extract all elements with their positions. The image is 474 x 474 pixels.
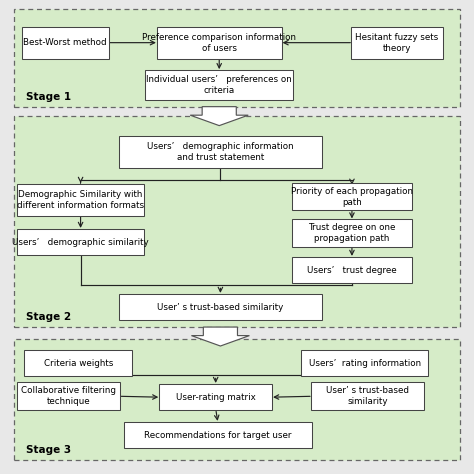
FancyBboxPatch shape <box>157 27 282 59</box>
Text: Individual users’   preferences on
criteria: Individual users’ preferences on criteri… <box>146 75 292 95</box>
FancyBboxPatch shape <box>145 70 293 100</box>
Text: Stage 2: Stage 2 <box>26 312 71 322</box>
FancyBboxPatch shape <box>124 422 312 448</box>
FancyBboxPatch shape <box>24 350 132 376</box>
Text: Users’   trust degree: Users’ trust degree <box>307 266 397 274</box>
FancyBboxPatch shape <box>311 382 424 410</box>
Text: Collaborative filtering
technique: Collaborative filtering technique <box>21 386 116 406</box>
Text: Hesitant fuzzy sets
theory: Hesitant fuzzy sets theory <box>356 33 438 53</box>
FancyBboxPatch shape <box>14 9 460 107</box>
Text: Recommendations for target user: Recommendations for target user <box>144 431 292 439</box>
Polygon shape <box>191 327 249 346</box>
FancyBboxPatch shape <box>14 116 460 327</box>
Text: User-rating matrix: User-rating matrix <box>176 393 255 401</box>
Text: User’ s trust-based similarity: User’ s trust-based similarity <box>157 303 283 311</box>
FancyBboxPatch shape <box>14 339 460 460</box>
FancyBboxPatch shape <box>119 136 322 168</box>
FancyBboxPatch shape <box>159 384 272 410</box>
Text: User’ s trust-based
similarity: User’ s trust-based similarity <box>326 386 409 406</box>
FancyBboxPatch shape <box>292 257 412 283</box>
FancyBboxPatch shape <box>292 183 412 210</box>
Text: Criteria weights: Criteria weights <box>44 359 113 367</box>
FancyBboxPatch shape <box>292 219 412 247</box>
Text: Demographic Similarity with
different information formats: Demographic Similarity with different in… <box>17 190 144 210</box>
Text: Priority of each propagation
path: Priority of each propagation path <box>291 187 413 207</box>
FancyBboxPatch shape <box>17 184 144 216</box>
Text: Stage 1: Stage 1 <box>26 92 71 102</box>
Text: Best-Worst method: Best-Worst method <box>23 38 107 47</box>
FancyBboxPatch shape <box>351 27 443 59</box>
Text: Users’   demographic similarity: Users’ demographic similarity <box>12 238 149 246</box>
FancyBboxPatch shape <box>119 294 322 320</box>
FancyBboxPatch shape <box>17 229 144 255</box>
FancyBboxPatch shape <box>22 27 109 59</box>
Text: Users’  rating information: Users’ rating information <box>309 359 421 367</box>
Text: Users’   demographic information
and trust statement: Users’ demographic information and trust… <box>147 142 294 162</box>
Text: Preference comparison information
of users: Preference comparison information of use… <box>142 33 296 53</box>
Text: Trust degree on one
propagation path: Trust degree on one propagation path <box>308 223 396 243</box>
FancyBboxPatch shape <box>301 350 428 376</box>
FancyBboxPatch shape <box>17 382 120 410</box>
Text: Stage 3: Stage 3 <box>26 445 71 455</box>
Polygon shape <box>190 107 248 126</box>
